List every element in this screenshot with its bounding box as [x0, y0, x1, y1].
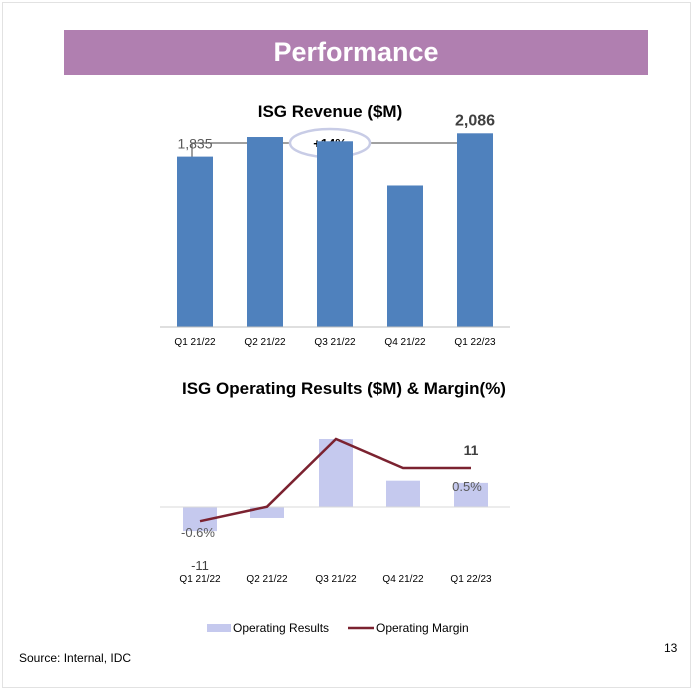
revenue-bar-3 — [317, 141, 353, 327]
operating-bar-4 — [386, 480, 420, 507]
revenue-tick-label: Q4 21/22 — [384, 337, 426, 348]
revenue-bar-5 — [457, 133, 493, 327]
revenue-tick-label: Q1 22/23 — [454, 337, 496, 348]
revenue-tick-label: Q2 21/22 — [244, 337, 286, 348]
operating-chart: ISG Operating Results ($M) & Margin(%) Q… — [160, 379, 510, 635]
operating-chart-title: ISG Operating Results ($M) & Margin(%) — [182, 379, 506, 398]
revenue-bar-2 — [247, 137, 283, 327]
slide-title: Performance — [64, 30, 648, 75]
page-number: 13 — [664, 641, 678, 655]
source-note: Source: Internal, IDC — [19, 651, 132, 665]
revenue-label-first: 1,835 — [177, 136, 212, 152]
legend-label-results: Operating Results — [233, 621, 329, 635]
revenue-tick-label: Q3 21/22 — [314, 337, 356, 348]
revenue-label-last: 2,086 — [455, 112, 495, 129]
revenue-bar-1 — [177, 156, 213, 327]
revenue-bar-4 — [387, 185, 423, 327]
operating-tick-label: Q3 21/22 — [315, 574, 357, 585]
operating-tick-label: Q2 21/22 — [246, 574, 288, 585]
operating-tick-label: Q1 21/22 — [179, 574, 221, 585]
margin-label-first: -0.6% — [181, 525, 215, 540]
revenue-tick-label: Q1 21/22 — [174, 337, 216, 348]
legend: Operating Results Operating Margin — [207, 621, 469, 635]
margin-label-last: 0.5% — [452, 479, 482, 494]
operating-bar-5 — [454, 482, 488, 507]
operating-margin-line — [199, 437, 471, 523]
legend-swatch-results — [207, 624, 231, 632]
result-label-first: -11 — [191, 558, 209, 573]
operating-bar-2 — [250, 507, 284, 518]
result-label-last: 11 — [464, 442, 479, 458]
operating-tick-label: Q4 21/22 — [382, 574, 424, 585]
legend-label-margin: Operating Margin — [376, 621, 469, 635]
operating-tick-label: Q1 22/23 — [450, 574, 492, 585]
revenue-chart-title: ISG Revenue ($M) — [258, 102, 403, 121]
